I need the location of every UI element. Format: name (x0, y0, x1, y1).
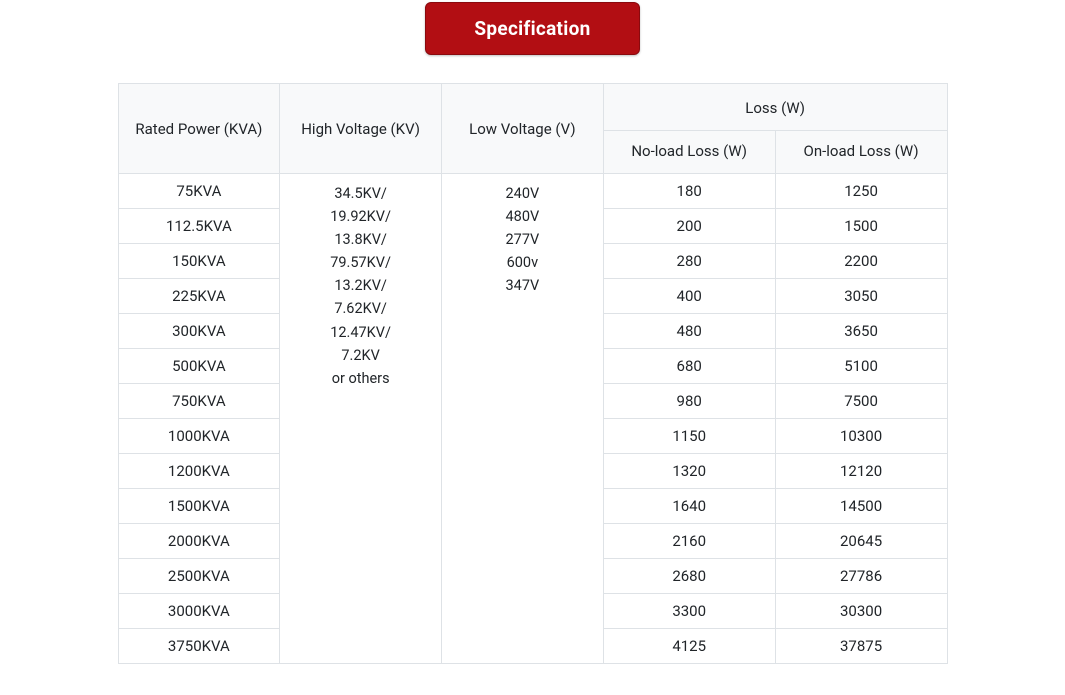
specification-button[interactable]: Specification (425, 2, 639, 55)
cell-rated-power: 1200KVA (118, 453, 280, 488)
cell-on-load-loss: 1500 (775, 208, 947, 243)
cell-no-load-loss: 1150 (603, 418, 775, 453)
high-voltage-line: or others (332, 370, 390, 387)
cell-no-load-loss: 1640 (603, 488, 775, 523)
cell-no-load-loss: 180 (603, 173, 775, 208)
cell-on-load-loss: 5100 (775, 348, 947, 383)
cell-no-load-loss: 1320 (603, 453, 775, 488)
cell-high-voltage: 34.5KV/19.92KV/13.8KV/79.57KV/13.2KV/7.6… (280, 173, 442, 663)
cell-on-load-loss: 12120 (775, 453, 947, 488)
cell-no-load-loss: 2160 (603, 523, 775, 558)
cell-rated-power: 750KVA (118, 383, 280, 418)
header-loss: Loss (W) (603, 84, 947, 131)
cell-rated-power: 112.5KVA (118, 208, 280, 243)
header-rated-power: Rated Power (KVA) (118, 84, 280, 174)
page-container: Specification Rated Power (KVA) High Vol… (0, 0, 1065, 664)
cell-low-voltage: 240V 480V 277V 600v 347V (442, 173, 604, 663)
high-voltage-line: 7.62KV/ (334, 300, 387, 317)
low-voltage-line: 277V (506, 231, 540, 248)
cell-on-load-loss: 37875 (775, 628, 947, 663)
header-high-voltage: High Voltage (KV) (280, 84, 442, 174)
cell-on-load-loss: 3050 (775, 278, 947, 313)
cell-rated-power: 225KVA (118, 278, 280, 313)
cell-on-load-loss: 10300 (775, 418, 947, 453)
cell-rated-power: 1000KVA (118, 418, 280, 453)
cell-rated-power: 1500KVA (118, 488, 280, 523)
table-row: 75KVA34.5KV/19.92KV/13.8KV/79.57KV/13.2K… (118, 173, 947, 208)
cell-no-load-loss: 400 (603, 278, 775, 313)
cell-no-load-loss: 680 (603, 348, 775, 383)
cell-on-load-loss: 30300 (775, 593, 947, 628)
cell-on-load-loss: 7500 (775, 383, 947, 418)
low-voltage-line: 347V (506, 277, 540, 294)
cell-rated-power: 75KVA (118, 173, 280, 208)
high-voltage-line: 19.92KV/ (330, 208, 391, 225)
high-voltage-line: 79.57KV/ (330, 254, 391, 271)
low-voltage-line: 480V (506, 208, 540, 225)
cell-no-load-loss: 280 (603, 243, 775, 278)
header-low-voltage: Low Voltage (V) (442, 84, 604, 174)
cell-rated-power: 500KVA (118, 348, 280, 383)
high-voltage-line: 12.47KV/ (330, 324, 391, 341)
cell-rated-power: 3750KVA (118, 628, 280, 663)
low-voltage-line: 240V (506, 185, 540, 202)
cell-rated-power: 300KVA (118, 313, 280, 348)
cell-on-load-loss: 20645 (775, 523, 947, 558)
table-wrapper: Rated Power (KVA) High Voltage (KV) Low … (118, 83, 948, 664)
cell-rated-power: 150KVA (118, 243, 280, 278)
cell-rated-power: 2500KVA (118, 558, 280, 593)
cell-rated-power: 3000KVA (118, 593, 280, 628)
cell-on-load-loss: 14500 (775, 488, 947, 523)
cell-on-load-loss: 1250 (775, 173, 947, 208)
table-body: 75KVA34.5KV/19.92KV/13.8KV/79.57KV/13.2K… (118, 173, 947, 663)
low-voltage-line: 600v (507, 254, 538, 271)
cell-no-load-loss: 2680 (603, 558, 775, 593)
cell-on-load-loss: 2200 (775, 243, 947, 278)
high-voltage-line: 34.5KV/ (334, 185, 387, 202)
cell-rated-power: 2000KVA (118, 523, 280, 558)
high-voltage-line: 13.8KV/ (334, 231, 387, 248)
cell-on-load-loss: 27786 (775, 558, 947, 593)
header-no-load-loss: No-load Loss (W) (603, 130, 775, 173)
cell-no-load-loss: 980 (603, 383, 775, 418)
high-voltage-line: 7.2KV (341, 347, 379, 364)
cell-no-load-loss: 3300 (603, 593, 775, 628)
cell-no-load-loss: 480 (603, 313, 775, 348)
button-row: Specification (0, 0, 1065, 83)
header-on-load-loss: On-load Loss (W) (775, 130, 947, 173)
cell-on-load-loss: 3650 (775, 313, 947, 348)
cell-no-load-loss: 200 (603, 208, 775, 243)
high-voltage-line: 13.2KV/ (334, 277, 387, 294)
specification-table: Rated Power (KVA) High Voltage (KV) Low … (118, 83, 948, 664)
table-header-row-1: Rated Power (KVA) High Voltage (KV) Low … (118, 84, 947, 131)
cell-no-load-loss: 4125 (603, 628, 775, 663)
